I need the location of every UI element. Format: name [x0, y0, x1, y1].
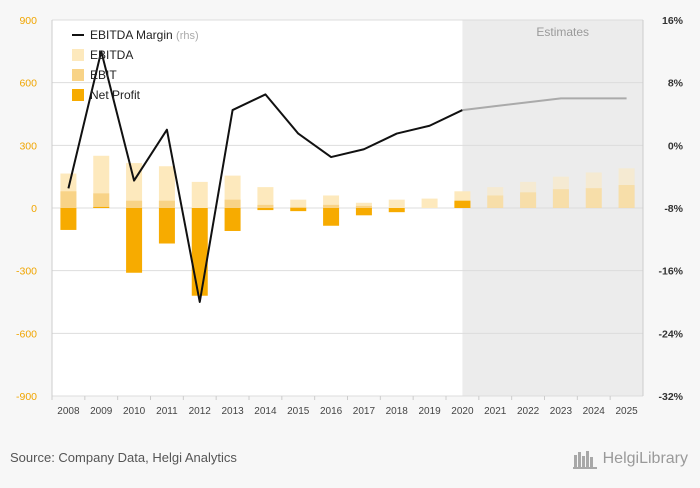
bar-ebit: [585, 188, 602, 208]
bar-ebitda: [158, 166, 175, 208]
bar-ebit: [257, 204, 274, 208]
legend-swatch-net-profit: [72, 89, 84, 101]
right-tick-label: 8%: [668, 78, 684, 90]
x-tick-label: 2012: [189, 406, 212, 417]
bar-ebit: [355, 205, 372, 208]
legend-label-net-profit: Net Profit: [90, 88, 141, 102]
brand-name: HelgiLibrary: [602, 450, 688, 467]
bar-ebitda: [388, 199, 405, 208]
legend-label-ebitda-margin: EBITDA Margin (rhs): [90, 28, 199, 42]
bar-net-profit: [224, 208, 241, 231]
bar-net-profit: [454, 200, 471, 208]
margin-line-actual: [67, 50, 463, 303]
left-tick-label: -900: [16, 391, 37, 403]
estimates-label: Estimates: [536, 25, 589, 39]
x-tick-label: 2013: [221, 406, 244, 417]
left-tick-label: 900: [19, 15, 37, 27]
legend-label-ebitda: EBITDA: [90, 48, 133, 62]
left-tick-label: -300: [16, 266, 37, 278]
x-tick-label: 2019: [418, 406, 441, 417]
bar-net-profit: [388, 208, 405, 213]
library-icon: [572, 451, 597, 469]
bar-net-profit: [323, 208, 340, 226]
bar-ebit: [323, 204, 340, 208]
bar-ebit: [290, 206, 307, 208]
x-tick-label: 2025: [615, 406, 638, 417]
x-tick-label: 2009: [90, 406, 113, 417]
x-tick-label: 2008: [57, 406, 80, 417]
left-tick-label: -600: [16, 328, 37, 340]
bar-net-profit: [355, 208, 372, 216]
bar-ebit: [618, 185, 635, 208]
x-tick-label: 2010: [123, 406, 146, 417]
bar-ebitda: [355, 202, 372, 208]
x-tick-label: 2020: [451, 406, 474, 417]
right-tick-label: 16%: [662, 15, 684, 27]
bar-net-profit: [290, 208, 307, 212]
legend-swatch-ebitda: [72, 49, 84, 61]
bar-net-profit: [60, 208, 77, 230]
right-tick-label: -24%: [658, 328, 683, 340]
left-tick-label: 0: [31, 203, 37, 215]
bar-ebit: [552, 189, 569, 208]
bar-net-profit: [257, 208, 274, 211]
margin-line-estimate: [462, 97, 627, 112]
x-tick-label: 2021: [484, 406, 507, 417]
bar-ebit: [126, 200, 143, 208]
right-tick-label: -8%: [664, 203, 683, 215]
bar-ebit: [60, 191, 77, 208]
right-tick-label: -16%: [658, 266, 683, 278]
brand-logo: HelgiLibrary: [572, 449, 688, 469]
bar-ebitda: [290, 199, 307, 208]
x-tick-label: 2016: [320, 406, 343, 417]
legend-swatch-ebit: [72, 69, 84, 81]
left-tick-label: 300: [19, 140, 37, 152]
bar-ebitda: [421, 198, 438, 208]
bar-net-profit: [93, 206, 110, 208]
x-tick-label: 2022: [517, 406, 540, 417]
left-tick-label: 600: [19, 78, 37, 90]
bar-net-profit: [126, 208, 143, 273]
bar-ebitda: [191, 181, 208, 208]
legend-label-ebit: EBIT: [90, 68, 117, 82]
x-tick-label: 2023: [550, 406, 573, 417]
x-tick-label: 2011: [156, 406, 178, 417]
bar-ebitda: [257, 187, 274, 208]
x-tick-label: 2017: [353, 406, 376, 417]
x-tick-label: 2018: [386, 406, 409, 417]
bar-ebit: [520, 192, 537, 208]
x-tick-label: 2015: [287, 406, 310, 417]
bar-ebit: [487, 195, 504, 208]
bar-ebit: [224, 199, 241, 208]
x-tick-label: 2024: [583, 406, 606, 417]
right-tick-label: -32%: [658, 391, 683, 403]
bar-net-profit: [158, 208, 175, 244]
bar-ebit: [158, 200, 175, 208]
source-note: Source: Company Data, Helgi Analytics: [10, 450, 237, 465]
bar-ebit: [93, 193, 110, 208]
x-tick-label: 2014: [254, 406, 277, 417]
right-tick-label: 0%: [668, 140, 684, 152]
bar-net-profit: [191, 208, 208, 296]
